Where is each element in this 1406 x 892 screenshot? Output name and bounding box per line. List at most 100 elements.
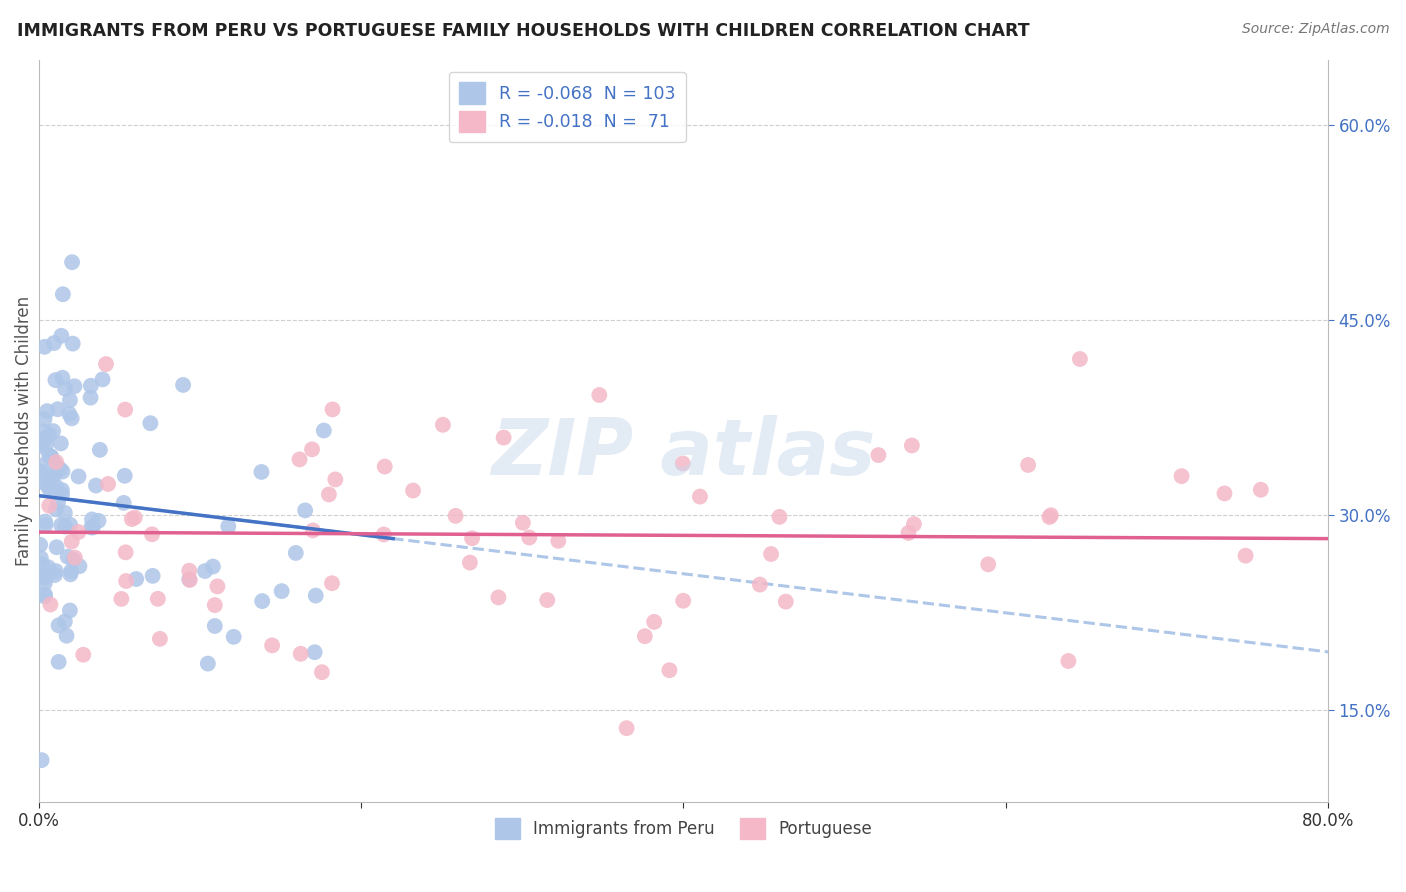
Point xyxy=(903,517,925,532)
Point xyxy=(486,591,509,605)
Point xyxy=(37,404,59,418)
Point xyxy=(60,411,83,425)
Point xyxy=(44,568,66,582)
Point xyxy=(80,512,103,526)
Point xyxy=(39,450,62,464)
Point xyxy=(35,478,58,492)
Point xyxy=(689,490,711,504)
Point xyxy=(458,556,481,570)
Point xyxy=(461,531,484,545)
Point xyxy=(139,416,162,430)
Point xyxy=(294,503,316,517)
Point xyxy=(672,593,695,607)
Point xyxy=(84,478,107,492)
Point xyxy=(179,573,201,587)
Point xyxy=(179,564,201,578)
Point xyxy=(38,483,60,498)
Point xyxy=(53,519,76,533)
Point xyxy=(775,594,797,608)
Point xyxy=(1213,486,1236,500)
Point xyxy=(59,603,82,617)
Point xyxy=(110,591,132,606)
Point xyxy=(34,515,56,529)
Point xyxy=(634,629,657,643)
Point xyxy=(492,431,515,445)
Point xyxy=(60,534,83,549)
Point xyxy=(51,483,73,497)
Point xyxy=(114,402,136,417)
Point xyxy=(38,499,60,513)
Point xyxy=(67,524,90,539)
Point xyxy=(30,439,52,453)
Point xyxy=(1038,510,1060,524)
Point xyxy=(45,455,67,469)
Point xyxy=(121,512,143,526)
Point xyxy=(51,370,73,384)
Point xyxy=(204,619,226,633)
Point xyxy=(142,569,165,583)
Point xyxy=(31,558,53,572)
Point xyxy=(72,648,94,662)
Point xyxy=(536,593,558,607)
Point xyxy=(141,527,163,541)
Point xyxy=(217,519,239,533)
Point xyxy=(402,483,425,498)
Point xyxy=(759,547,782,561)
Point xyxy=(79,391,101,405)
Point xyxy=(124,510,146,524)
Point xyxy=(1069,351,1091,366)
Point xyxy=(44,373,66,387)
Point xyxy=(49,462,72,476)
Point xyxy=(60,564,83,578)
Point xyxy=(45,540,67,554)
Point xyxy=(87,514,110,528)
Point xyxy=(901,438,924,452)
Point xyxy=(301,442,323,457)
Point xyxy=(312,424,335,438)
Point xyxy=(31,475,53,489)
Point xyxy=(91,372,114,386)
Point xyxy=(80,378,103,392)
Point xyxy=(39,598,62,612)
Point xyxy=(304,645,326,659)
Point xyxy=(48,655,70,669)
Point xyxy=(322,402,344,417)
Point xyxy=(42,469,65,483)
Point xyxy=(46,402,69,417)
Point xyxy=(30,458,52,473)
Point xyxy=(547,533,569,548)
Point xyxy=(42,424,65,438)
Point xyxy=(305,589,328,603)
Point xyxy=(82,520,104,534)
Point xyxy=(34,576,56,591)
Point xyxy=(45,479,67,493)
Point xyxy=(38,480,60,494)
Point xyxy=(207,579,229,593)
Point xyxy=(250,594,273,608)
Point xyxy=(48,618,70,632)
Point xyxy=(977,558,1000,572)
Point xyxy=(318,487,340,501)
Point xyxy=(748,577,770,591)
Point xyxy=(149,632,172,646)
Point xyxy=(52,287,75,301)
Point xyxy=(45,564,67,578)
Point xyxy=(30,464,52,478)
Point xyxy=(172,378,194,392)
Point xyxy=(201,559,224,574)
Point xyxy=(49,436,72,450)
Point xyxy=(125,572,148,586)
Point xyxy=(179,572,201,586)
Point xyxy=(588,388,610,402)
Point xyxy=(1170,469,1192,483)
Point xyxy=(89,442,111,457)
Text: IMMIGRANTS FROM PERU VS PORTUGUESE FAMILY HOUSEHOLDS WITH CHILDREN CORRELATION C: IMMIGRANTS FROM PERU VS PORTUGUESE FAMIL… xyxy=(17,22,1029,40)
Point xyxy=(58,407,80,421)
Point xyxy=(59,393,82,408)
Point xyxy=(197,657,219,671)
Point xyxy=(517,531,540,545)
Point xyxy=(311,665,333,680)
Point xyxy=(146,591,169,606)
Point xyxy=(37,560,59,574)
Point xyxy=(34,412,56,426)
